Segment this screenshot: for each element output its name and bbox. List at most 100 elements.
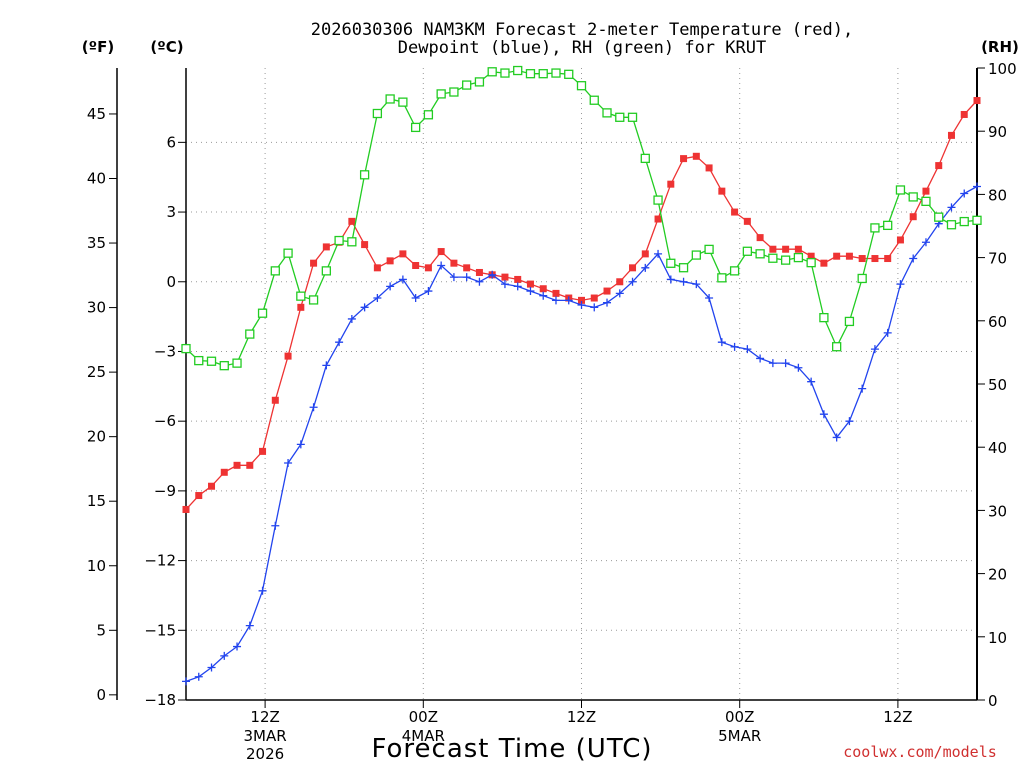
dewpoint-point [488,270,497,279]
dewpoint-point [411,294,420,303]
fahrenheit-tick-label: 20 [87,428,106,446]
dewpoint-point [705,294,714,303]
dewpoint-point [832,433,841,442]
celsius-unit-label: (ºC) [150,38,183,56]
rh-point [321,266,331,276]
fahrenheit-tick-label: 25 [87,363,106,381]
temperature-point [947,131,955,139]
rh-point [385,94,395,104]
rh-point [729,266,740,276]
dewpoint-point [513,282,522,291]
temperature-point [743,217,751,225]
rh-point [410,122,421,133]
temperature-point [514,275,522,283]
rh-point [270,266,280,276]
x-date-label: 4MAR [402,727,445,745]
fahrenheit-tick-label: 0 [96,686,106,704]
rh-point [615,112,625,122]
rh-point [308,295,319,305]
temperature-point [603,287,611,295]
dewpoint-point [603,298,612,307]
rh-point [959,216,969,227]
rh-tick-label: 70 [988,250,1007,268]
temperature-point [475,268,483,276]
rh-point [908,192,918,202]
rh-point [793,252,804,263]
temperature-point [297,303,305,311]
series-temperature [182,97,981,513]
dewpoint-point [373,294,382,303]
rh-point [653,195,663,205]
rh-point [627,112,638,122]
temperature-point [208,482,216,490]
temperature-point [654,215,662,223]
dewpoint-point [921,238,930,247]
temperature-point [501,273,509,281]
x-tick-label: 12Z [567,708,596,726]
credit-text: coolwx.com/models [843,743,997,761]
rh-point [462,80,472,90]
rh-point [449,87,459,97]
dewpoint-point [590,303,599,312]
temperature-point [769,245,777,253]
dewpoint-point [271,521,280,530]
temperature-point [922,187,930,195]
dewpoint-point [526,287,535,296]
dewpoint-point [743,345,752,354]
dewpoint-point [233,642,242,651]
rh-tick-label: 30 [988,502,1007,520]
fahrenheit-tick-label: 5 [96,621,106,639]
dewpoint-point [449,273,458,282]
dewpoint-point [296,440,305,449]
rh-point [219,361,229,371]
fahrenheit-unit-label: (ºF) [82,38,114,56]
dewpoint-point [960,189,969,198]
rh-tick-label: 40 [988,439,1007,457]
temperature-point [450,259,458,267]
dewpoint-point [245,621,254,630]
x-tick-label: 12Z [883,708,912,726]
dewpoint-point [666,275,675,284]
rh-point [398,97,408,107]
rh-point [640,153,650,164]
x-tick-label: 12Z [250,708,279,726]
rh-point [589,95,599,105]
temperature-point [195,492,203,500]
rh-point [832,342,842,352]
rh-point [844,316,855,327]
celsius-tick-label: 6 [166,133,176,151]
rh-tick-label: 80 [988,186,1007,204]
dewpoint-point [947,203,956,212]
temperature-point [310,259,318,267]
dewpoint-point [692,280,701,289]
dewpoint-point [258,586,267,595]
dewpoint-point [309,403,318,412]
dewpoint-point [654,249,663,258]
rh-point [423,110,434,120]
rh-point [857,273,867,284]
series-dewpoint [182,182,981,686]
temperature-point [858,255,866,263]
rh-point [819,312,829,323]
dewpoint-point [322,361,331,370]
temperature-point [960,110,968,118]
rh-unit-label: (RH) [981,38,1019,56]
dewpoint-point [717,338,726,347]
temperature-point [680,155,688,163]
temperature-point [284,352,292,360]
rh-point [806,258,816,268]
x-date-label: 5MAR [718,727,761,745]
rh-point [934,212,944,222]
x-year-label: 2026 [246,745,284,763]
dewpoint-point [194,672,203,681]
temperature-point [756,234,764,242]
temperature-point [935,162,943,170]
temperature-point [667,180,675,188]
temperature-point [463,264,471,272]
dewpoint-point [794,363,803,372]
temperature-point [909,213,917,221]
dewpoint-point [781,359,790,368]
celsius-tick-label: 3 [166,203,176,221]
dewpoint-point [360,303,369,312]
